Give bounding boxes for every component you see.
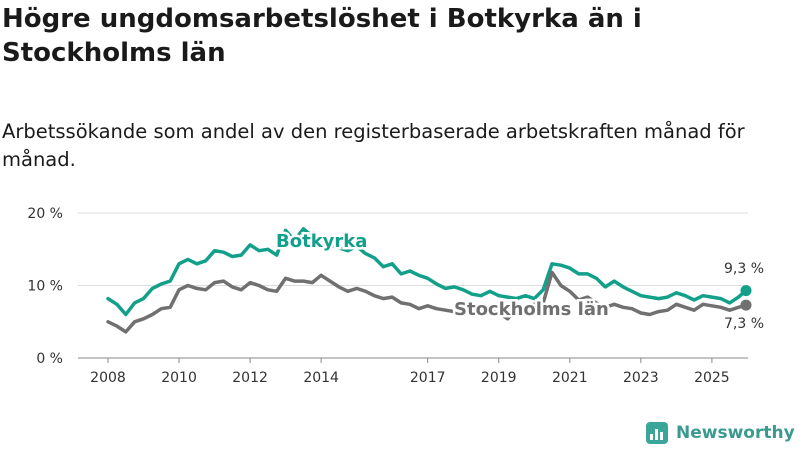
chart-subtitle: Arbetssökande som andel av den registerb… xyxy=(2,120,745,171)
end-value-label-botkyrka: 9,3 % xyxy=(724,261,764,277)
chart-title: Högre ungdomsarbetslöshet i Botkyrka än … xyxy=(2,4,642,68)
y-tick-label: 0 % xyxy=(36,351,63,367)
x-tick-label: 2017 xyxy=(410,370,446,386)
newsworthy-brand: Newsworthy xyxy=(646,420,795,446)
brand-name: Newsworthy xyxy=(676,423,795,443)
axis-layer: 0 % 10 % 20 % 2008 2010 2012 2014 2017 2019 2021 2… xyxy=(27,206,748,386)
y-tick-label: 10 % xyxy=(27,279,63,295)
line-chart: 0 % 10 % 20 % 2008 2010 2012 2014 2017 2019 2021 2… xyxy=(27,206,765,386)
series-layer xyxy=(106,227,752,334)
x-tick-label: 2023 xyxy=(623,370,659,386)
series-line-stockholms-lan xyxy=(106,270,748,334)
x-tick-label: 2021 xyxy=(552,370,588,386)
x-tick-label: 2012 xyxy=(232,370,268,386)
x-tick-label: 2008 xyxy=(90,370,126,386)
x-tick-label: 2025 xyxy=(694,370,730,386)
series-label-stockholms-lan: Stockholms län xyxy=(454,299,609,320)
x-tick-label: 2019 xyxy=(481,370,517,386)
grid-layer xyxy=(78,212,748,286)
label-layer: Botkyrka Stockholms län 9,3 % 7,3 % xyxy=(274,229,765,333)
series-label-botkyrka: Botkyrka xyxy=(276,231,367,252)
x-tick-label: 2010 xyxy=(161,370,197,386)
y-tick-label: 20 % xyxy=(27,206,63,222)
end-point-stockholms-lan xyxy=(740,299,752,311)
end-point-botkyrka xyxy=(740,285,752,297)
series-line-botkyrka xyxy=(106,227,748,317)
end-value-label-stockholms-lan: 7,3 % xyxy=(724,316,764,332)
newsworthy-logo-icon xyxy=(646,422,668,444)
x-tick-label: 2014 xyxy=(303,370,339,386)
